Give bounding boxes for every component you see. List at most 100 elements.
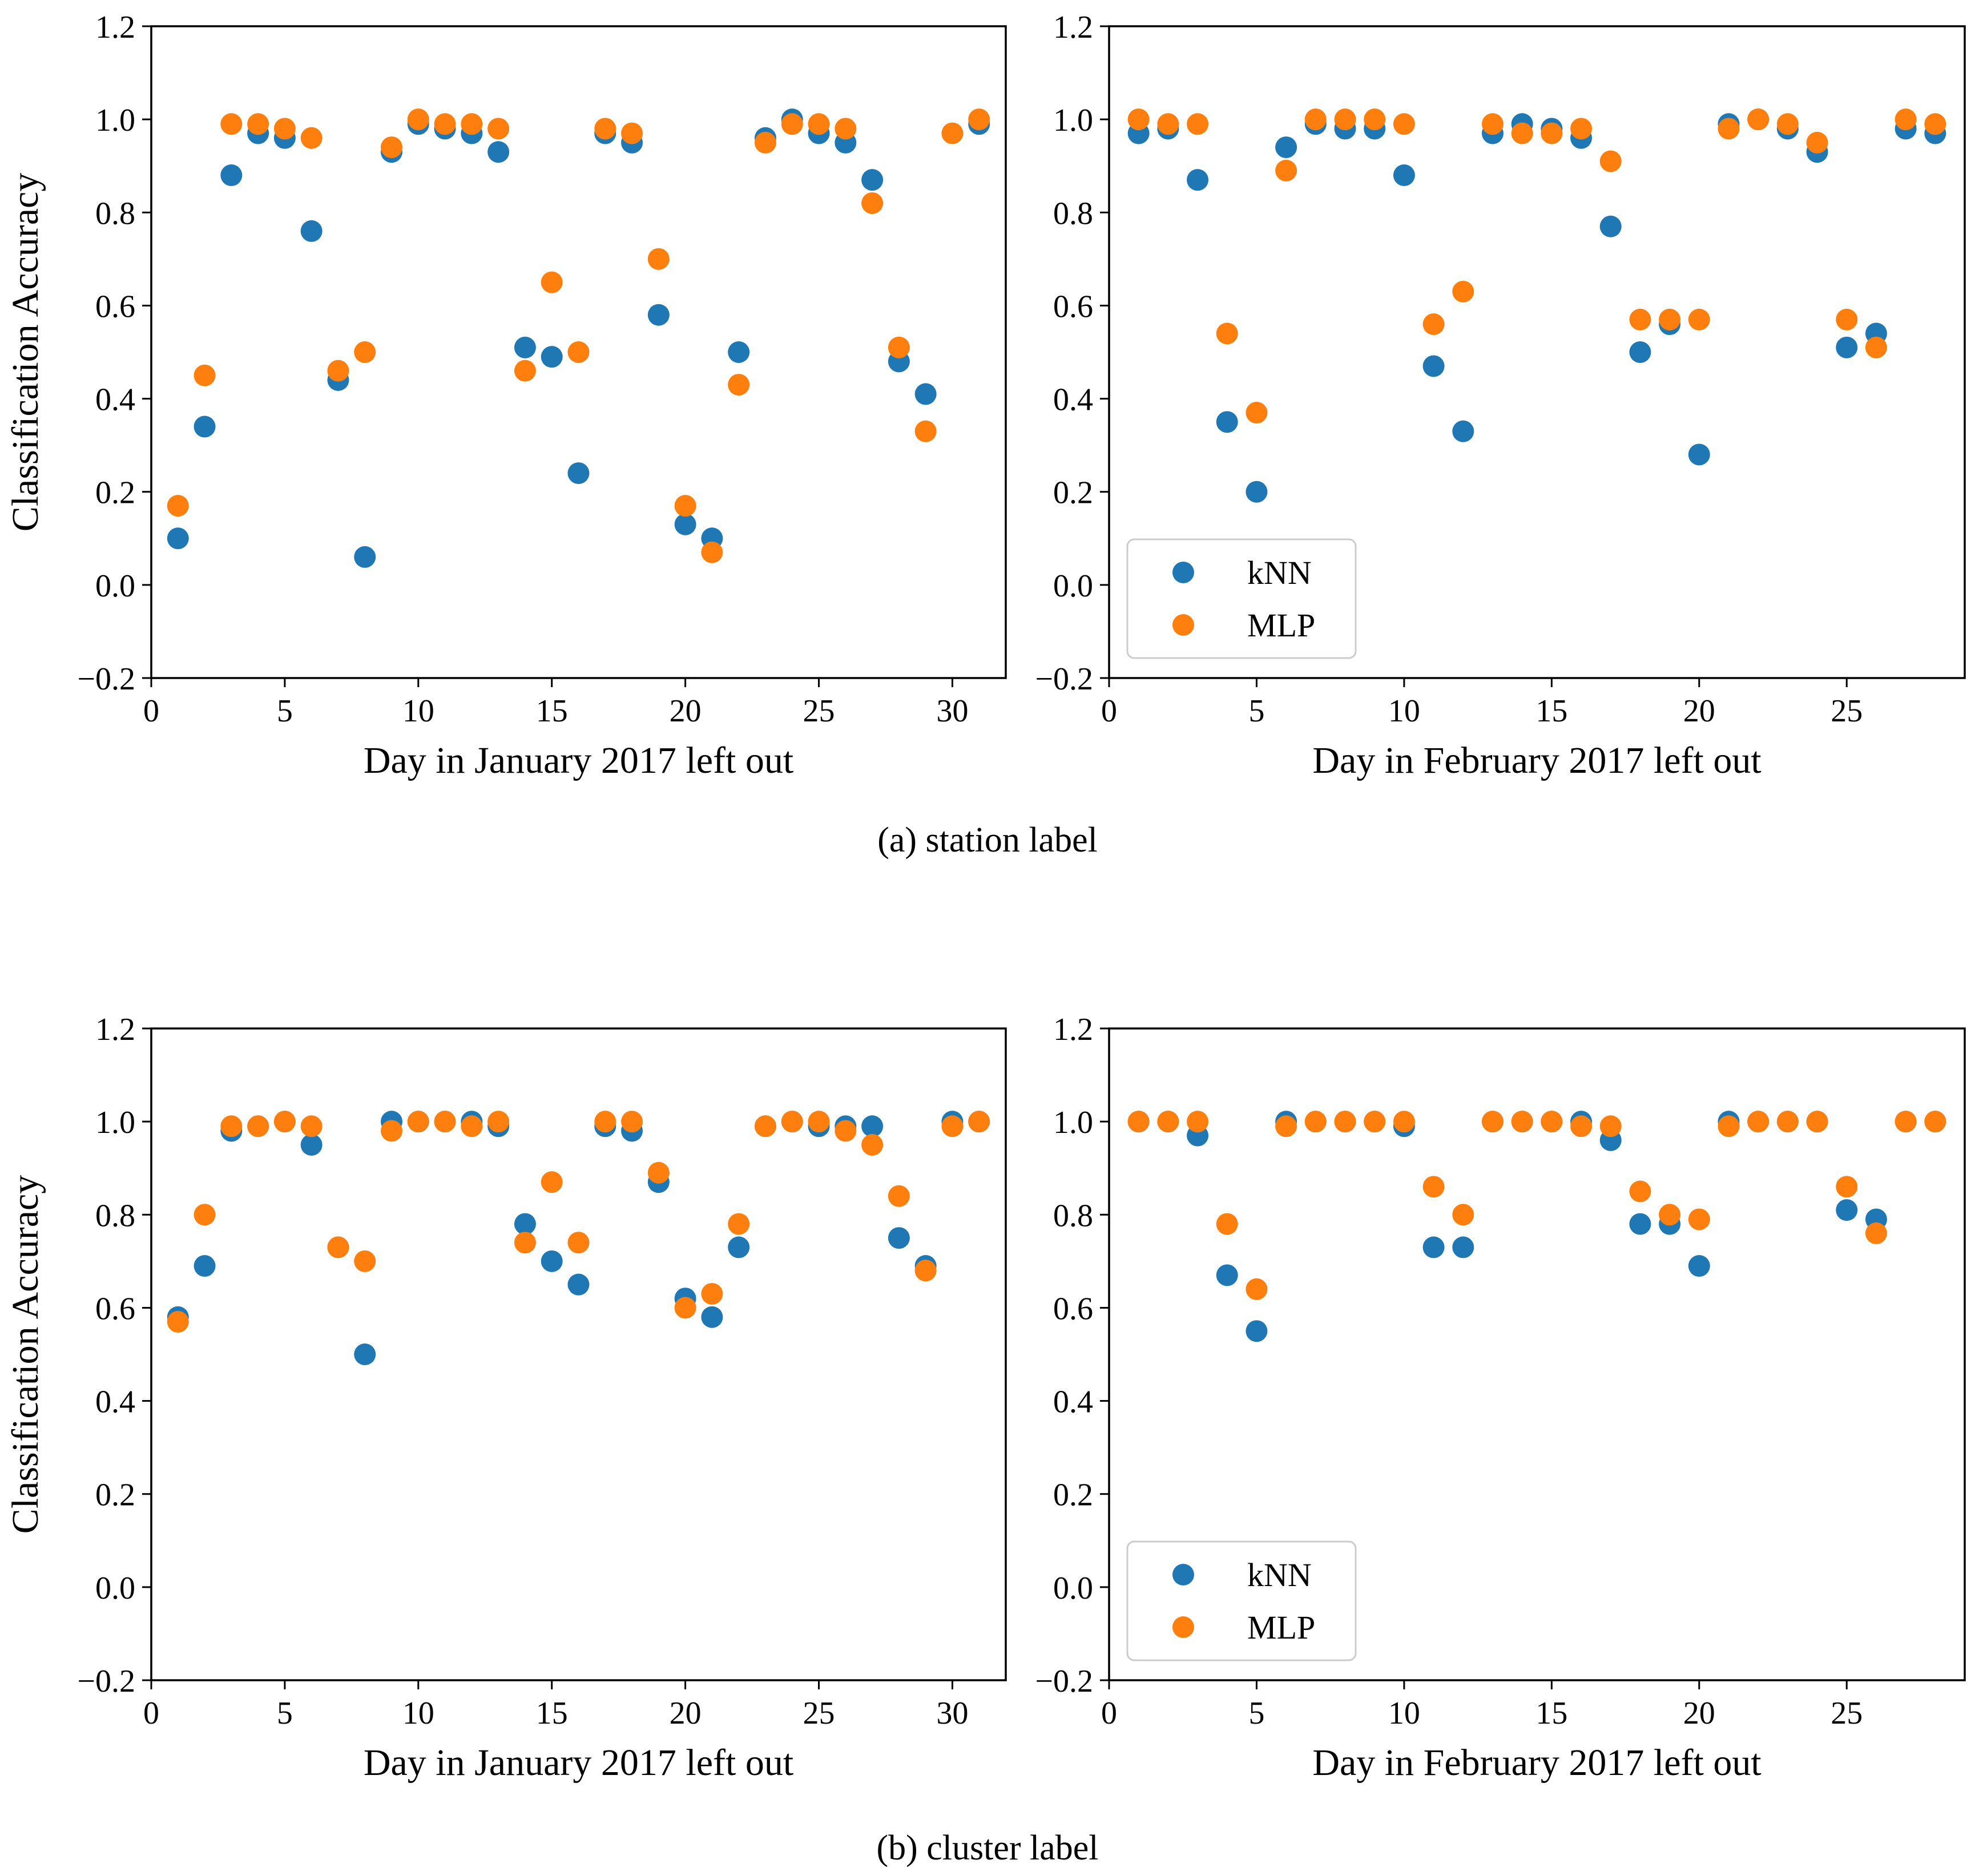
mlp-point <box>1806 1111 1828 1133</box>
chart-b-january: −0.2 0.0 0.2 0.4 0.6 0.8 1.0 1.2 0 5 10 15 20 25 30 Day… <box>5 1012 1007 1784</box>
mlp-point <box>1541 1111 1563 1133</box>
x-tick-label: 15 <box>1535 693 1567 729</box>
x-tick-label: 5 <box>1248 1696 1264 1731</box>
knn-point <box>1688 1255 1710 1277</box>
knn-point <box>1275 136 1297 159</box>
knn-legend-marker <box>1172 562 1194 583</box>
knn-point <box>728 341 750 363</box>
knn-point <box>541 1250 563 1272</box>
mlp-point <box>1511 1111 1533 1133</box>
mlp-point <box>1304 1111 1327 1133</box>
knn-point <box>1599 215 1622 237</box>
y-tick-label: 1.0 <box>1053 103 1093 138</box>
x-tick-label: 25 <box>1831 693 1863 729</box>
y-tick-label: 1.0 <box>95 1105 135 1140</box>
y-tick-label: 0.2 <box>1053 1478 1093 1513</box>
knn-point <box>888 1227 910 1249</box>
mlp-point <box>1511 122 1533 144</box>
y-tick-label: 0.4 <box>1053 382 1093 418</box>
y-tick-label: −0.2 <box>1035 661 1093 697</box>
x-tick-label: 0 <box>143 693 159 729</box>
mlp-point <box>1895 108 1917 131</box>
mlp-point <box>461 1115 483 1137</box>
mlp-point <box>567 341 590 363</box>
y-tick-label: −0.2 <box>77 1664 135 1699</box>
y-tick-label: −0.2 <box>1035 1664 1093 1699</box>
mlp-point <box>1481 1111 1504 1133</box>
mlp-point <box>487 1111 510 1133</box>
mlp-legend-marker <box>1172 614 1194 636</box>
mlp-point <box>1836 308 1858 330</box>
knn-point <box>1836 1199 1858 1221</box>
knn-point <box>1452 420 1474 442</box>
y-tick-label: −0.2 <box>77 661 135 697</box>
y-tick-label: 0.4 <box>95 382 135 418</box>
mlp-point <box>541 1171 563 1193</box>
mlp-point <box>1806 131 1828 154</box>
knn-point <box>1216 1264 1238 1286</box>
mlp-point <box>514 360 536 382</box>
mlp-point <box>407 1111 429 1133</box>
mlp-point <box>941 122 964 144</box>
mlp-point <box>461 113 483 135</box>
mlp-point <box>220 113 243 135</box>
mlp-point <box>968 1111 990 1133</box>
mlp-point <box>1570 118 1593 140</box>
y-tick-label: 0.0 <box>1053 568 1093 604</box>
mlp-point <box>1599 150 1622 172</box>
x-axis-label: Day in January 2017 left out <box>364 1742 793 1784</box>
legend-label-knn: kNN <box>1247 554 1312 591</box>
legend-label-mlp: MLP <box>1247 607 1315 644</box>
mlp-point <box>968 108 990 131</box>
mlp-point <box>941 1115 964 1137</box>
x-tick-label: 15 <box>1535 1696 1567 1731</box>
chart-b-february: −0.2 0.0 0.2 0.4 0.6 0.8 1.0 1.2 0 5 10 15 20 25 Day i… <box>1035 1012 1966 1784</box>
mlp-point <box>1747 1111 1770 1133</box>
knn-point <box>194 415 216 438</box>
mlp-point <box>434 113 456 135</box>
x-tick-label: 25 <box>803 693 835 729</box>
mlp-point <box>888 336 910 358</box>
caption-b: (b) cluster label <box>876 1829 1098 1867</box>
knn-point <box>1836 336 1858 358</box>
mlp-point <box>1747 108 1770 131</box>
mlp-point <box>273 118 296 140</box>
mlp-point <box>1865 336 1887 358</box>
mlp-point <box>194 1204 216 1226</box>
mlp-point <box>1127 1111 1150 1133</box>
knn-point <box>300 220 323 242</box>
mlp-point <box>1157 1111 1179 1133</box>
y-tick-label: 1.2 <box>1053 10 1093 45</box>
chart-a-january: −0.2 0.0 0.2 0.4 0.6 0.8 1.0 1.2 0 5 10 15 20 25 30 Day… <box>5 10 1007 781</box>
axes-frame <box>150 1027 1007 1681</box>
series-mlp <box>1127 1111 1946 1300</box>
x-tick-label: 10 <box>1388 1696 1420 1731</box>
axes-frame <box>150 25 1007 679</box>
series-mlp <box>167 108 990 563</box>
knn-point <box>567 462 590 485</box>
mlp-point <box>728 1213 750 1235</box>
knn-point <box>1629 341 1651 363</box>
mlp-point <box>1422 313 1445 336</box>
knn-point <box>647 304 670 326</box>
mlp-point <box>1452 1204 1474 1226</box>
y-tick-label: 0.0 <box>95 568 135 604</box>
y-tick-label: 0.2 <box>95 1478 135 1513</box>
y-tick-label: 0.0 <box>95 1571 135 1606</box>
knn-point <box>541 346 563 368</box>
mlp-point <box>647 1161 670 1184</box>
knn-point <box>514 1213 536 1235</box>
x-tick-label: 0 <box>1101 693 1117 729</box>
y-tick-label: 0.8 <box>1053 1198 1093 1233</box>
mlp-point <box>1452 280 1474 302</box>
mlp-point <box>861 192 884 214</box>
knn-point <box>1246 481 1268 503</box>
y-tick-label: 1.0 <box>95 103 135 138</box>
x-tick-label: 5 <box>1248 693 1264 729</box>
mlp-point <box>1718 1115 1740 1137</box>
knn-point <box>1187 169 1209 191</box>
knn-point <box>728 1236 750 1258</box>
y-tick-label: 0.2 <box>95 475 135 511</box>
knn-point <box>674 513 696 535</box>
y-tick-label: 0.8 <box>95 196 135 231</box>
